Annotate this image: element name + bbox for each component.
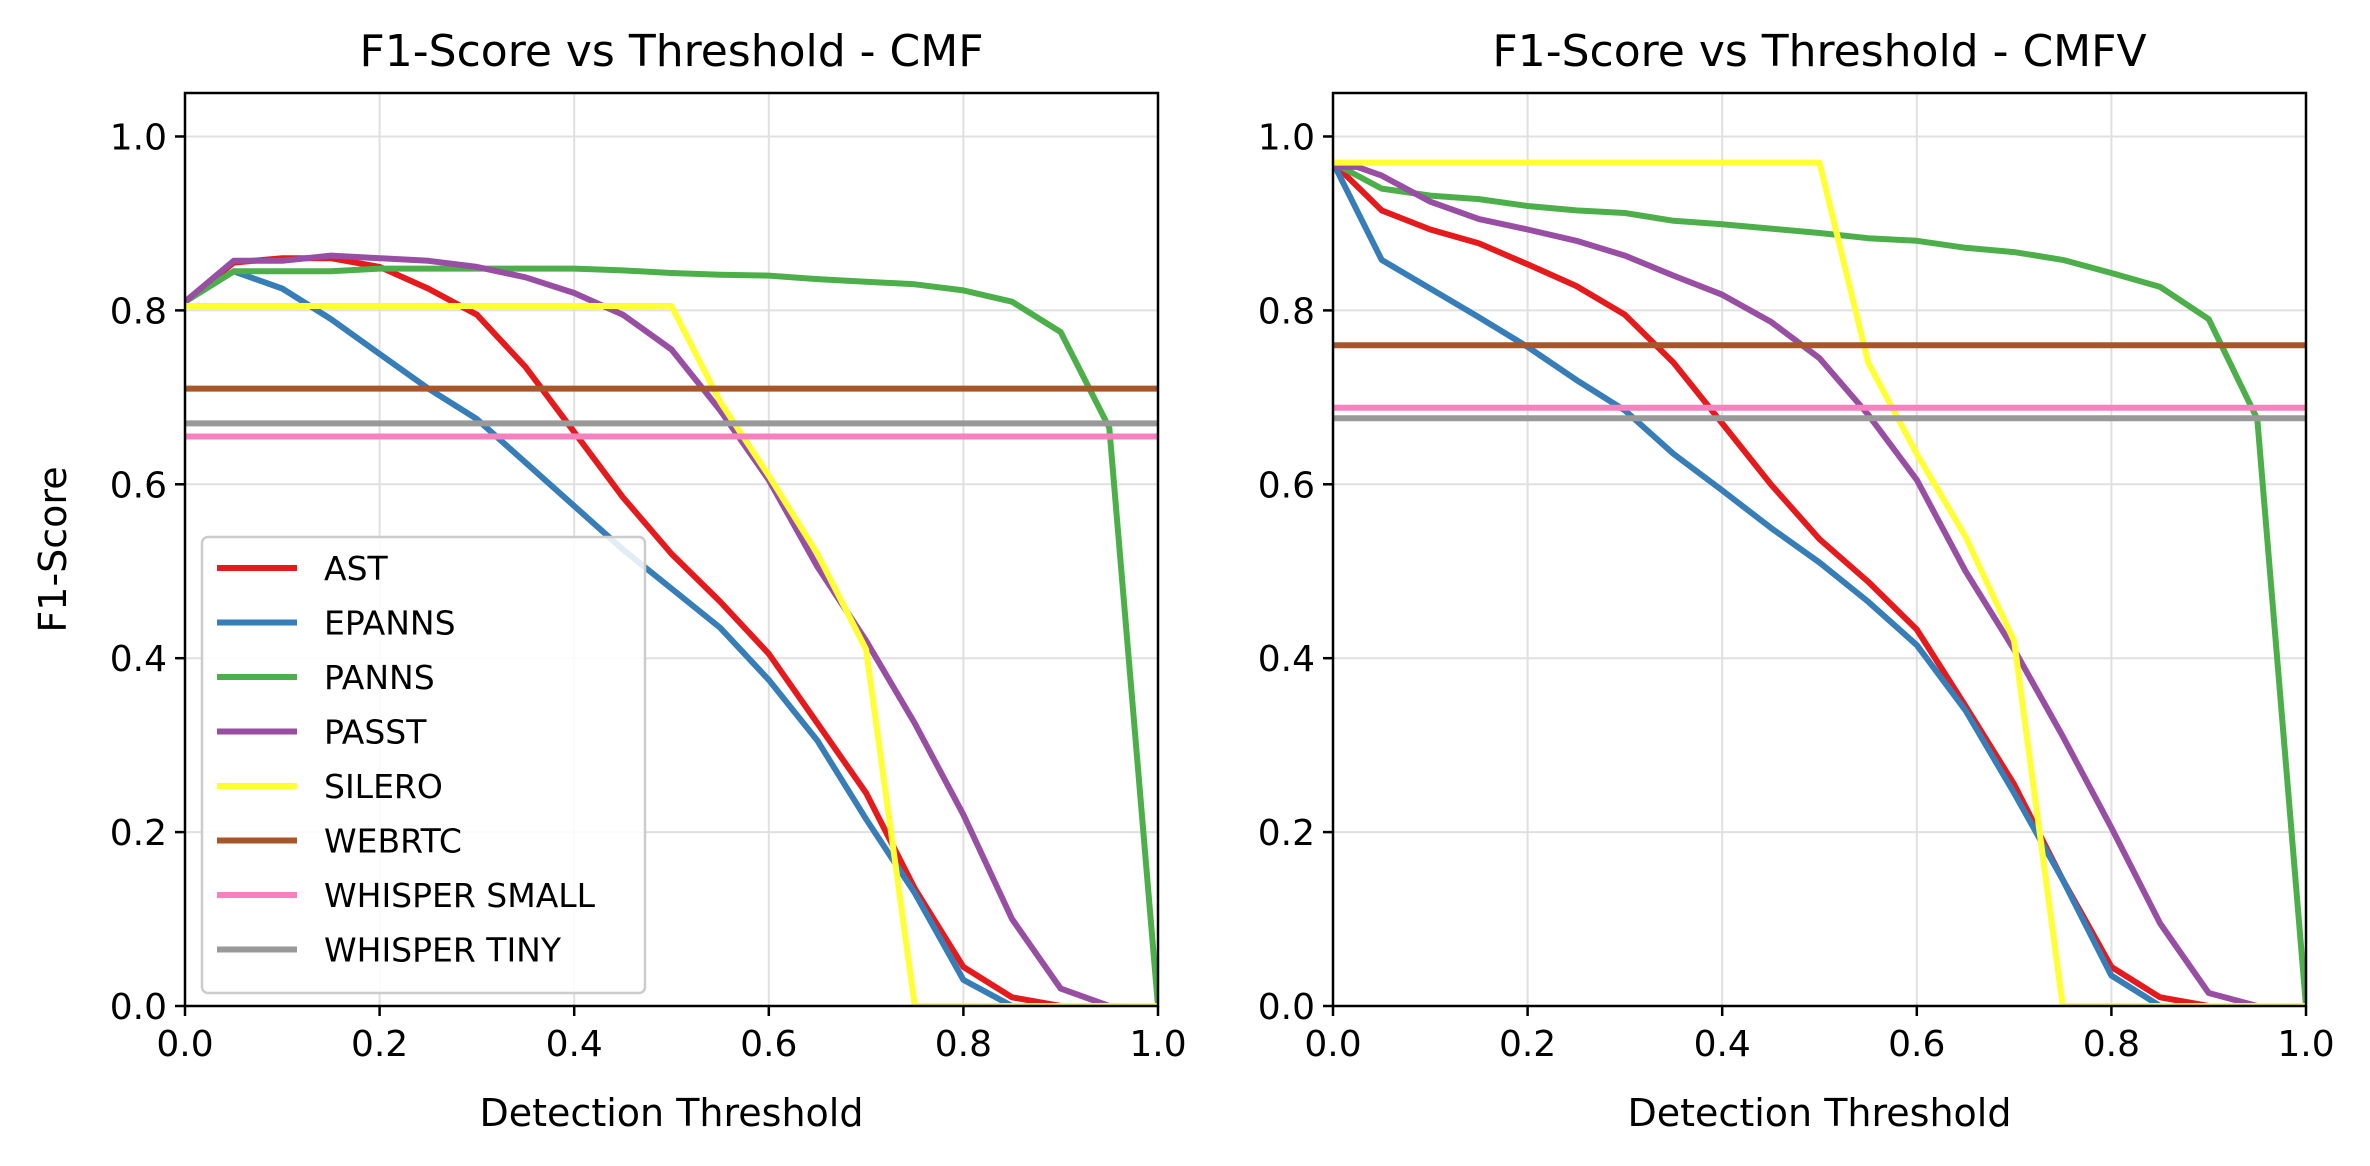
series-lines: [1333, 159, 2306, 1006]
x-tick-label-5: 1.0: [1129, 1024, 1186, 1065]
chart-title: F1-Score vs Threshold - CMFV: [1492, 26, 2146, 77]
y-tick-label-1: 0.2: [1258, 813, 1315, 854]
legend-item-panns: PANNS: [217, 658, 435, 697]
x-axis-label: Detection Threshold: [1628, 1091, 2012, 1135]
legend-label-panns: PANNS: [324, 658, 435, 697]
chart-title: F1-Score vs Threshold - CMF: [359, 26, 983, 77]
y-axis-label: F1-Score: [31, 466, 75, 632]
x-tick-label-1: 0.2: [1499, 1024, 1556, 1065]
series-line-silero: [185, 303, 1158, 1006]
y-tick-label-0: 0.0: [110, 987, 167, 1028]
legend-item-epanns: EPANNS: [217, 604, 456, 643]
y-tick-label-0: 0.0: [1258, 987, 1315, 1028]
legend-label-ast: AST: [324, 549, 389, 588]
x-tick-label-2: 0.4: [546, 1024, 603, 1065]
x-tick-label-4: 0.8: [2083, 1024, 2140, 1065]
legend-box: [200, 535, 647, 995]
series-line-ast: [1333, 160, 2306, 1006]
legend-item-passt: PASST: [217, 713, 427, 752]
y-tick-label-1: 0.2: [110, 813, 167, 854]
x-tick-label-5: 1.0: [2277, 1024, 2334, 1065]
legend-label-whisper-small: WHISPER SMALL: [324, 876, 596, 915]
series-line-panns: [1333, 159, 2306, 1006]
y-tick-label-3: 0.6: [110, 465, 167, 506]
y-tick-label-5: 1.0: [1258, 117, 1315, 158]
y-tick-label-4: 0.8: [1258, 291, 1315, 332]
legend-item-webrtc: WEBRTC: [217, 822, 462, 861]
legend: AST EPANNS PANNS PASST SILERO WEBRTC WHISPER S…: [200, 535, 647, 995]
series-line-epanns: [1333, 161, 2306, 1006]
x-axis-label: Detection Threshold: [480, 1091, 864, 1135]
legend-item-whisper-tiny: WHISPER TINY: [217, 931, 562, 970]
panel-cmfv: 0.0 0.2 0.4 0.6 0.8 1.0 0.0 0.2 0.4 0.6 0.8 1.0 F1-S…: [1258, 26, 2335, 1135]
legend-item-ast: AST: [217, 549, 389, 588]
panel-cmf: 0.0 0.2 0.4 0.6 0.8 1.0 0.0 0.2 0.4 0.6 0.8 1.0 F1-S…: [31, 26, 1187, 1135]
series-lines: [185, 252, 1158, 1006]
y-tick-label-2: 0.4: [1258, 639, 1315, 680]
series-line-panns: [185, 265, 1158, 1006]
x-tick-label-3: 0.6: [1888, 1024, 1945, 1065]
legend-label-passt: PASST: [324, 713, 427, 752]
series-line-silero: [1333, 159, 2306, 1006]
y-tick-label-5: 1.0: [110, 117, 167, 158]
legend-item-silero: SILERO: [217, 767, 443, 806]
series-line-passt: [1333, 163, 2306, 1006]
series-line-passt: [185, 252, 1158, 1006]
x-tick-label-0: 0.0: [1304, 1024, 1361, 1065]
x-tick-label-2: 0.4: [1694, 1024, 1751, 1065]
x-tick-label-1: 0.2: [351, 1024, 408, 1065]
x-tick-label-0: 0.0: [156, 1024, 213, 1065]
axes-frame: [183, 91, 1160, 1008]
x-tick-label-4: 0.8: [935, 1024, 992, 1065]
legend-label-whisper-tiny: WHISPER TINY: [324, 931, 562, 970]
y-tick-label-2: 0.4: [110, 639, 167, 680]
series-line-ast: [185, 255, 1158, 1006]
legend-label-epanns: EPANNS: [324, 604, 456, 643]
y-tick-label-3: 0.6: [1258, 465, 1315, 506]
y-tick-label-4: 0.8: [110, 291, 167, 332]
legend-label-webrtc: WEBRTC: [324, 822, 462, 861]
legend-label-silero: SILERO: [324, 767, 443, 806]
legend-item-whisper-small: WHISPER SMALL: [217, 876, 596, 915]
series-line-epanns: [185, 268, 1158, 1006]
axes-frame: [1331, 91, 2308, 1008]
x-tick-label-3: 0.6: [740, 1024, 797, 1065]
